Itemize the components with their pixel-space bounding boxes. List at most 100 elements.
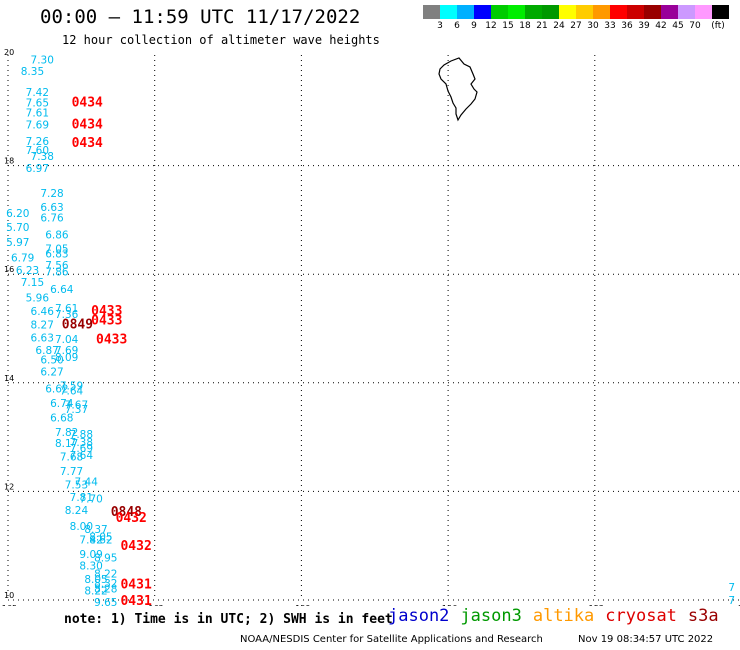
hawaii-island-coastline — [438, 57, 478, 122]
wave-height-value: 6.97 — [26, 163, 49, 175]
pass-time-label: 0432 — [116, 511, 147, 526]
wave-height-value: 7.59 — [60, 380, 83, 392]
wave-height-value: 8.05 — [84, 574, 107, 586]
wave-height-value: 8.37 — [84, 524, 107, 536]
legend-label: 15 — [502, 21, 514, 31]
pass-time-label: 0431 — [120, 594, 151, 606]
lat-lon-grid — [7, 55, 740, 601]
wave-height-value: 8.09 — [55, 352, 78, 364]
legend-swatch — [644, 5, 661, 19]
wave-height-value: 7.28 — [40, 188, 63, 200]
lon-tick-label: -165 — [0, 604, 17, 606]
wave-height-value: 7.81 — [70, 492, 93, 504]
satellite-name: jason2 — [388, 606, 450, 626]
legend-label: 27 — [570, 21, 582, 31]
legend-swatch — [576, 5, 593, 19]
legend-swatch — [542, 5, 559, 19]
wave-height-value: 8.27 — [31, 320, 54, 332]
wave-height-value: 8.22 — [94, 569, 117, 581]
wave-height-value: 6.87 — [35, 345, 58, 357]
legend-label: 24 — [553, 21, 565, 31]
generation-timestamp: Nov 19 08:34:57 UTC 2022 — [578, 634, 714, 645]
legend-label: 42 — [655, 21, 667, 31]
legend-swatch — [661, 5, 678, 19]
pass-time-label: 0432 — [120, 539, 151, 554]
legend-swatch — [593, 5, 610, 19]
legend-label: 45 — [672, 21, 684, 31]
legend-label: 18 — [519, 21, 531, 31]
lat-tick-label: 10 — [4, 591, 14, 600]
wave-height-value: 7.88 — [70, 429, 93, 441]
wave-height-value: 7 — [728, 595, 735, 606]
wave-height-value: 6.86 — [45, 229, 69, 241]
legend-swatch — [627, 5, 644, 19]
wave-height-value: 8.05 — [89, 531, 112, 543]
lat-tick-label: 12 — [4, 482, 14, 491]
lon-tick-label: -153 — [586, 604, 604, 606]
wave-height-value: 9.09 — [79, 549, 102, 561]
legend-label: 12 — [485, 21, 497, 31]
wave-height-value: 7.69 — [26, 120, 49, 132]
satellite-legend: jason2 jason3 altika cryosat s3a — [388, 606, 730, 626]
lon-tick-label: -159 — [292, 604, 310, 606]
wave-height-value: 7.70 — [79, 493, 102, 505]
wave-height-value: 7.56 — [45, 260, 69, 272]
legend-label: 33 — [604, 21, 616, 31]
wave-height-value: 7 — [728, 605, 735, 606]
legend-swatch — [474, 5, 491, 19]
wave-height-value: 6.79 — [11, 253, 34, 265]
wave-height-value: 7.69 — [70, 443, 93, 455]
wave-height-value: 7.69 — [55, 345, 78, 357]
wave-height-value: 8.32 — [94, 578, 117, 590]
wave-height-value: 5.96 — [26, 292, 50, 304]
legend-swatch — [525, 5, 542, 19]
wave-height-value: 7.37 — [65, 404, 88, 416]
pass-time-label: 0431 — [120, 578, 151, 593]
wave-height-value: 7.61 — [26, 108, 49, 120]
lon-tick-label: -156 — [439, 604, 457, 606]
wave-height-value: 5.97 — [6, 237, 29, 249]
lat-tick-label: 18 — [4, 157, 14, 166]
wave-height-value: 6.63 — [40, 202, 63, 214]
wave-height-value: 7.38 — [31, 151, 54, 163]
wave-height-value: 8.62 — [89, 535, 112, 547]
wave-height-value: 6.68 — [50, 412, 73, 424]
wave-height-value: 6.46 — [31, 306, 55, 318]
page-subtitle: 12 hour collection of altimeter wave hei… — [62, 33, 380, 47]
wave-height-value: 7.42 — [79, 535, 102, 547]
lat-tick-label: 20 — [4, 48, 14, 57]
legend-swatch — [423, 5, 440, 19]
lon-tick-label: -162 — [146, 604, 164, 606]
legend-unit: (ft) — [711, 21, 725, 31]
satellite-name: jason3 — [460, 606, 522, 626]
legend-swatch — [559, 5, 576, 19]
pass-time-labels: 0434043404340433043308490433084804320432… — [62, 95, 152, 606]
wave-height-value: 8.17 — [55, 438, 78, 450]
wave-height-value: 7.30 — [31, 55, 54, 67]
wave-height-value: 7.26 — [26, 136, 50, 148]
lat-tick-label: 16 — [4, 265, 14, 274]
lat-tick-label: 14 — [4, 374, 14, 383]
wave-height-value: 8.28 — [94, 583, 117, 595]
legend-label: 9 — [471, 21, 477, 31]
wave-height-value: 6.50 — [40, 354, 63, 366]
legend-swatch — [695, 5, 712, 19]
wave-height-value: 8.22 — [84, 586, 107, 598]
wave-height-value: 7.42 — [26, 87, 49, 99]
wave-height-value: 6.62 — [45, 384, 68, 396]
wave-height-value: 7.60 — [26, 145, 49, 157]
wave-height-value: 7 — [728, 582, 735, 594]
pass-time-label: 0433 — [91, 314, 122, 329]
axis-tick-labels: -165 -162 -159 -156 -153 -15 20 18 16 14 12 10 — [0, 48, 740, 606]
pass-time-label: 0848 — [111, 505, 142, 520]
wave-height-value: 6.20 — [6, 208, 29, 220]
wave-height-value: 7.82 — [55, 427, 78, 439]
wave-height-value: 7.77 — [60, 466, 83, 478]
wave-height-value: 6.63 — [31, 333, 54, 345]
legend-label: 30 — [587, 21, 599, 31]
wave-height-value: 6.27 — [40, 367, 63, 379]
legend-swatch — [457, 5, 474, 19]
wave-height-value: 7.53 — [65, 480, 88, 492]
wave-height-value: 5.70 — [6, 222, 29, 234]
pass-time-label: 0433 — [91, 304, 122, 319]
